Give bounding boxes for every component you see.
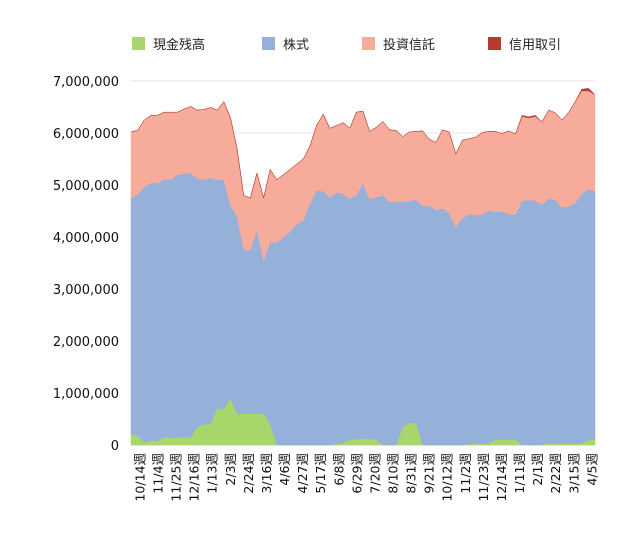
x-tick-label: 2/3週	[223, 453, 238, 486]
x-tick-label: 12/16週	[187, 453, 202, 502]
legend-label-funds: 投資信託	[383, 38, 436, 53]
x-tick-label: 1/11週	[512, 453, 527, 494]
x-tick-label: 11/25週	[169, 453, 184, 502]
x-tick-label: 7/20週	[367, 453, 382, 494]
area-series	[130, 88, 596, 446]
legend-label-margin: 信用取引	[509, 38, 562, 53]
legend-swatch-funds	[362, 37, 375, 50]
x-tick-label: 2/24週	[241, 453, 256, 494]
legend-swatch-cash	[132, 37, 145, 50]
legend: 現金残高 株式 投資信託 信用取引	[0, 34, 640, 54]
legend-item-margin[interactable]: 信用取引	[488, 34, 561, 53]
x-tick-label: 8/10週	[385, 453, 400, 494]
x-tick-label: 2/22週	[548, 453, 563, 494]
y-tick-label: 6,000,000	[53, 127, 119, 142]
legend-label-cash: 現金残高	[153, 38, 206, 53]
legend-label-stocks: 株式	[283, 38, 310, 53]
x-tick-label: 2/1週	[530, 453, 545, 486]
x-tick-label: 12/14週	[494, 453, 509, 502]
x-tick-label: 6/8週	[331, 453, 346, 486]
area-series-3[interactable]	[130, 88, 596, 199]
x-tick-label: 3/16週	[259, 453, 274, 494]
x-tick-label: 11/2週	[458, 453, 473, 494]
x-tick-label: 4/27週	[295, 453, 310, 494]
legend-item-cash[interactable]: 現金残高	[132, 34, 205, 53]
y-tick-label: 3,000,000	[53, 283, 119, 298]
x-tick-label: 10/14週	[132, 453, 147, 502]
x-tick-label: 11/4週	[150, 453, 165, 494]
y-tick-label: 4,000,000	[53, 231, 119, 246]
legend-swatch-stocks	[262, 37, 275, 50]
x-tick-label: 8/31週	[404, 453, 419, 494]
x-tick-label: 4/6週	[277, 453, 292, 486]
area-series-1[interactable]	[130, 172, 596, 446]
x-tick-label: 10/12週	[440, 453, 455, 502]
legend-item-funds[interactable]: 投資信託	[362, 34, 435, 53]
x-tick-label: 5/17週	[313, 453, 328, 494]
x-tick-label: 4/5週	[584, 453, 599, 486]
x-tick-label: 9/21週	[422, 453, 437, 494]
x-tick-label: 1/13週	[205, 453, 220, 494]
y-tick-label: 0	[111, 439, 119, 454]
legend-item-stocks[interactable]: 株式	[262, 34, 309, 53]
y-tick-label: 5,000,000	[53, 179, 119, 194]
y-tick-label: 1,000,000	[53, 387, 119, 402]
y-axis: 0 1,000,000 2,000,000 3,000,000 4,000,000 5,0…	[53, 75, 119, 454]
x-tick-label: 3/15週	[566, 453, 581, 494]
x-tick-label: 6/29週	[349, 453, 364, 494]
y-tick-label: 2,000,000	[53, 335, 119, 350]
x-axis: 10/14週 11/4週 11/25週 12/16週 1/13週 2/3週 2/24週 3/1…	[132, 453, 599, 502]
x-tick-label: 11/23週	[476, 453, 491, 502]
legend-swatch-margin	[488, 37, 501, 50]
y-tick-label: 7,000,000	[53, 75, 119, 90]
